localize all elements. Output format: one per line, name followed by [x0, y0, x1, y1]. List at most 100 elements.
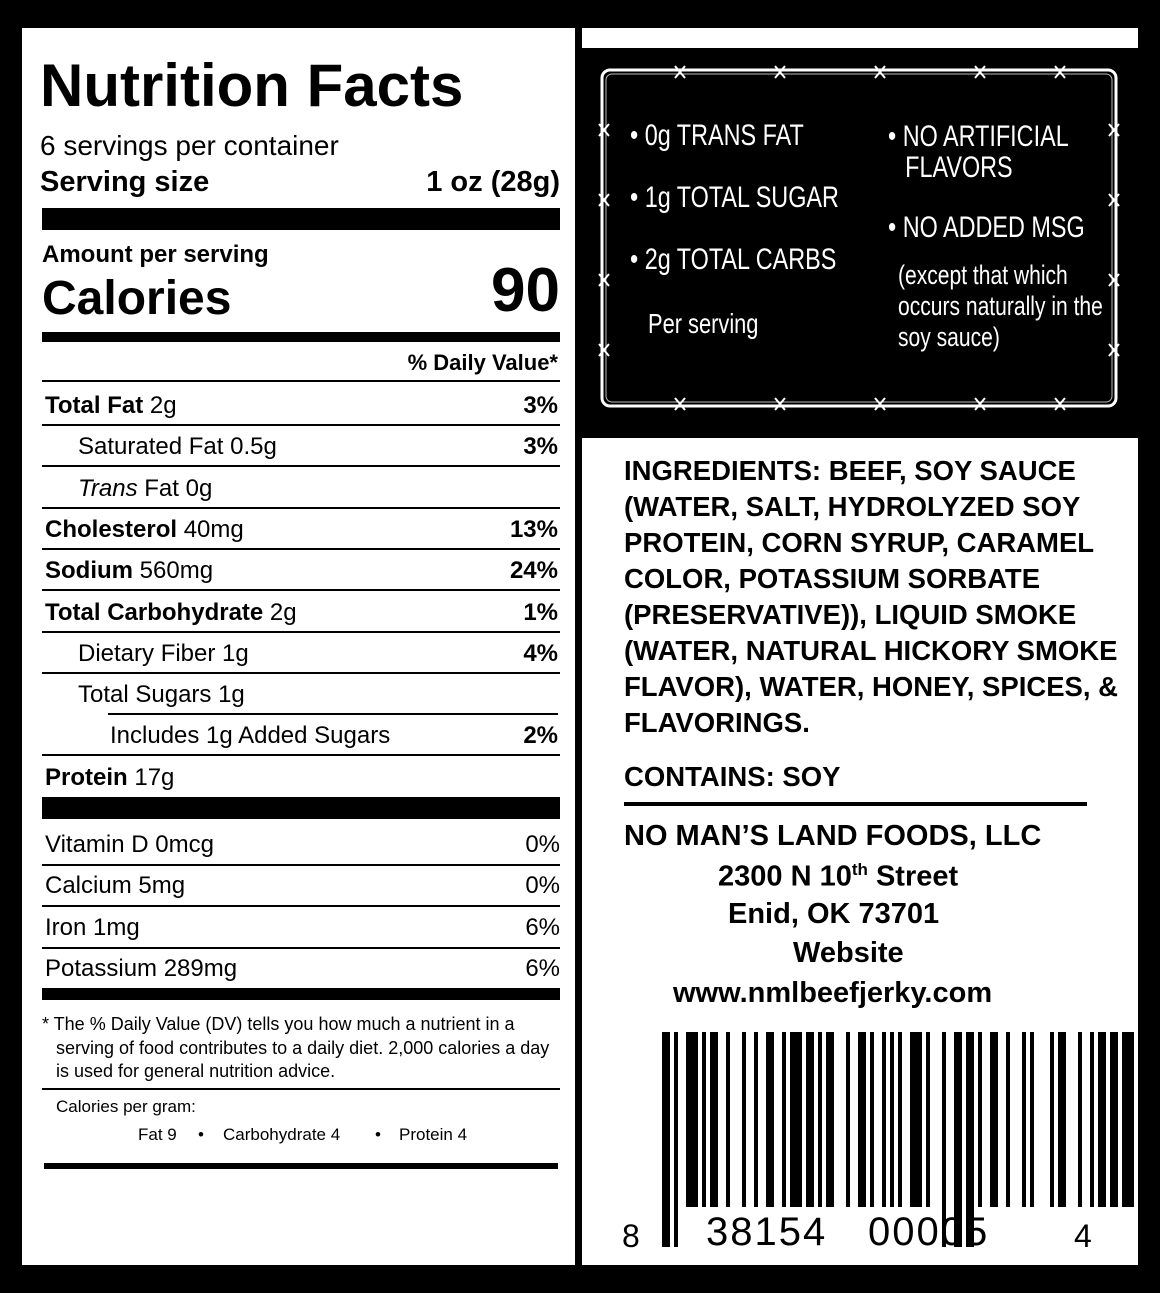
nutrient-row: Cholesterol 40mg — [45, 515, 244, 543]
medium-rule — [42, 988, 560, 1000]
rule — [42, 589, 560, 592]
thick-rule — [42, 208, 560, 230]
claim: NO ADDED MSG — [888, 213, 1085, 243]
calories-per-gram: Fat 9 — [138, 1125, 177, 1144]
rule — [42, 380, 560, 382]
nutrient-name: Includes 1g Added Sugars — [110, 722, 391, 750]
nutrient-amount: 1g — [218, 681, 245, 709]
amount-per-serving: Amount per serving — [42, 241, 269, 268]
nutrient-name: Protein — [45, 763, 128, 791]
address-city: Enid, OK 73701 — [728, 898, 940, 930]
servings: 6 servings per container — [40, 130, 339, 161]
nutrient-amount: Fat 0g — [144, 474, 213, 502]
rule — [108, 713, 558, 716]
daily-value: 3% — [523, 392, 558, 419]
barcode-bar — [1150, 1032, 1154, 1207]
rule — [42, 424, 560, 426]
rule — [42, 754, 560, 757]
medium-rule — [42, 332, 560, 342]
calories-per-gram: Protein 4 — [399, 1125, 468, 1144]
rule — [624, 802, 1087, 806]
nutrient-amount: 40mg — [183, 515, 244, 543]
nutrient-amount: 17g — [134, 763, 175, 791]
vitamin-dv: 0% — [525, 831, 560, 858]
claim: 2g TOTAL CARBS — [630, 245, 837, 275]
calories-per-gram-label: Calories per gram: — [56, 1097, 196, 1116]
nutrient-amount: 560mg — [139, 557, 214, 585]
daily-value: 3% — [523, 433, 558, 461]
daily-value: 2% — [523, 722, 558, 750]
nutrient-name: Dietary Fiber — [78, 639, 216, 667]
street-suffix: th — [851, 860, 868, 879]
rule — [42, 465, 560, 468]
nutrient-amount: 2g — [269, 598, 297, 626]
contains: CONTAINS: SOY — [624, 761, 841, 792]
rule — [42, 1088, 560, 1090]
nutrient-row: Trans Fat 0g — [78, 474, 213, 502]
claim: NO ARTIFICIAL FLAVORS — [888, 121, 1116, 183]
nutrient-row: Sodium 560mg — [45, 559, 213, 583]
nutrient-amount: 1g — [222, 639, 249, 667]
nutrient-row: Total Sugars 1g — [78, 683, 245, 707]
barcode-digit: 8 — [622, 1218, 640, 1254]
daily-value: 24% — [509, 557, 558, 585]
nutrient-row: Total Fat 2g — [45, 394, 177, 418]
per-serving: Per serving — [648, 308, 759, 339]
rule — [42, 630, 560, 633]
ingredients: INGREDIENTS: BEEF, SOY SAUCE (WATER, SAL… — [624, 455, 1119, 738]
barcode-digits: 00005 — [868, 1210, 990, 1254]
rule — [42, 547, 560, 550]
nutrient-name: Saturated Fat — [78, 433, 224, 461]
street-number: 2300 N 10 — [718, 860, 852, 893]
nutrient-name: Total Carbohydrate — [45, 598, 264, 626]
claim: 0g TRANS FAT — [630, 121, 804, 151]
vitamin-label: Iron 1mg — [45, 913, 140, 941]
calories-per-gram: Carbohydrate 4 — [223, 1125, 341, 1144]
daily-value: 4% — [523, 639, 558, 667]
nutrient-name: Total Fat — [45, 392, 144, 419]
medium-rule — [44, 1163, 558, 1169]
vitamin-dv: 6% — [525, 913, 560, 941]
rule — [42, 864, 560, 866]
vitamin-label: Potassium 289mg — [45, 954, 238, 982]
daily-value: 13% — [509, 515, 558, 543]
rule — [42, 946, 560, 949]
nutrient-name: Sodium — [45, 557, 133, 585]
serving-size: 1 oz (28g) — [426, 166, 560, 198]
nutrient-name: Total Sugars — [78, 681, 212, 709]
nutrient-row: Protein 17g — [45, 763, 175, 791]
nutrient-row: Saturated Fat 0.5g — [78, 435, 277, 459]
nutrient-row: Dietary Fiber 1g — [78, 639, 249, 667]
barcode-bar — [1142, 1032, 1146, 1207]
nutrient-row: Total Carbohydrate 2g — [45, 598, 297, 626]
street-name: Street — [875, 860, 959, 893]
separator-dot: • — [198, 1125, 204, 1144]
thick-rule — [42, 797, 560, 819]
nutrient-amount: 0.5g — [230, 433, 277, 461]
rule — [42, 905, 560, 908]
nutrient-amount: 2g — [149, 392, 177, 419]
separator-dot: • — [375, 1125, 381, 1144]
claim: 1g TOTAL SUGAR — [630, 183, 839, 213]
calories-value: 90 — [491, 256, 560, 325]
rule — [42, 506, 560, 509]
company-name: NO MAN’S LAND FOODS, LLC — [624, 820, 1042, 852]
vitamin-label: Calcium 5mg — [45, 872, 186, 900]
vitamin-dv: 6% — [525, 954, 560, 982]
footnote: * The % Daily Value (DV) tells you how m… — [42, 1014, 550, 1081]
rule — [42, 671, 560, 674]
barcode-digit: 4 — [1074, 1218, 1092, 1254]
vitamin-label: Vitamin D 0mcg — [45, 831, 214, 858]
nutrient-name: Trans — [78, 474, 138, 502]
vitamin-dv: 0% — [525, 872, 560, 900]
website: www.nmlbeefjerky.com — [673, 977, 993, 1009]
calories-label: Calories — [42, 272, 232, 325]
msg-note: (except that which occurs naturally in t… — [898, 260, 1103, 352]
address-street: 2300 N 10th Street — [718, 861, 958, 892]
serving-size-label: Serving size — [40, 166, 210, 198]
daily-value: 1% — [523, 598, 558, 626]
barcode-digits: 38154 — [706, 1210, 828, 1254]
nutrition-panel — [22, 28, 575, 1265]
dv-header: % Daily Value* — [407, 350, 558, 375]
